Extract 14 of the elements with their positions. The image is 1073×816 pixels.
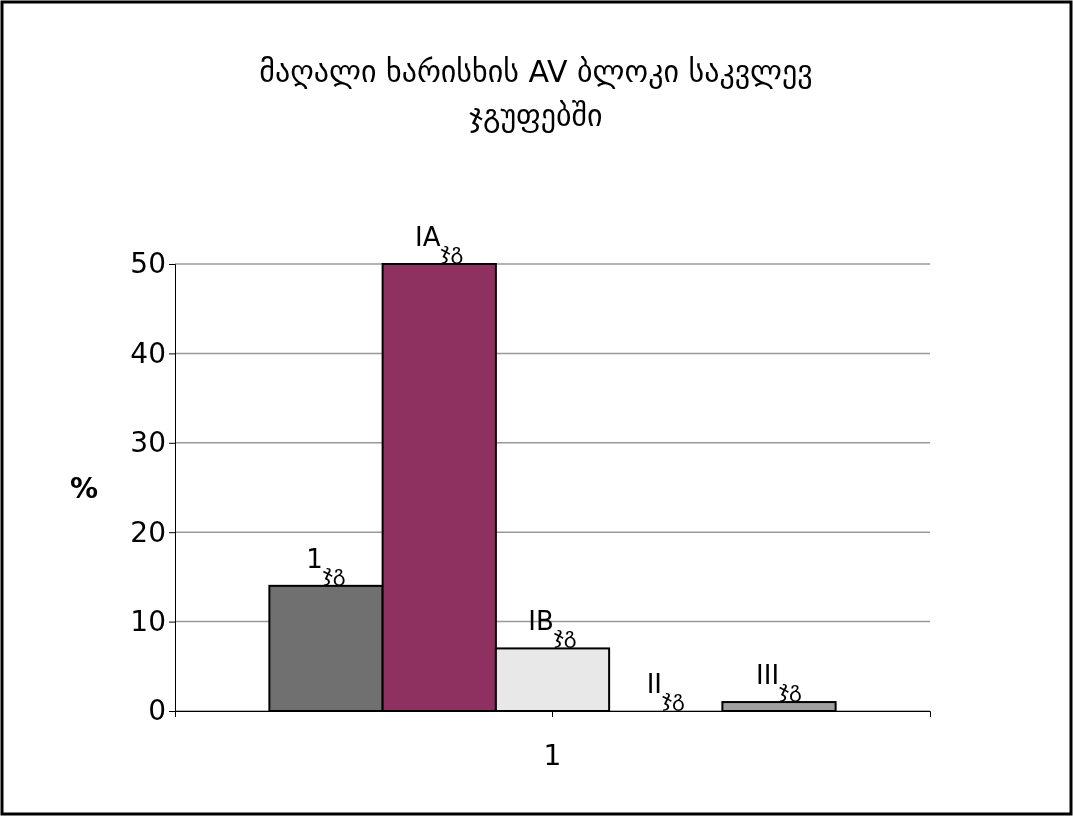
y-tick-label: 0: [148, 694, 166, 728]
y-tick-label: 50: [130, 247, 166, 281]
y-tick-label: 20: [130, 515, 166, 549]
series-label: IB$_{ჯგ}$: [528, 606, 577, 649]
series-label: III$_{ჯგ}$: [756, 660, 802, 703]
y-axis-title: %: [69, 472, 99, 505]
series-label: IA$_{ჯგ}$: [415, 222, 464, 264]
x-tick-label: 1: [543, 738, 562, 772]
y-tick-label: 10: [130, 605, 166, 639]
chart-title: მაღალი ხარისხის AV ბლოკი საკვლევ ჯგუფებში: [259, 54, 813, 133]
y-tick-label: 30: [130, 426, 166, 460]
y-tick-label: 40: [130, 336, 166, 370]
series-label: 1$_{ჯგ}$: [306, 543, 346, 586]
legend-label: II$_{ჯგ}$: [646, 669, 685, 711]
